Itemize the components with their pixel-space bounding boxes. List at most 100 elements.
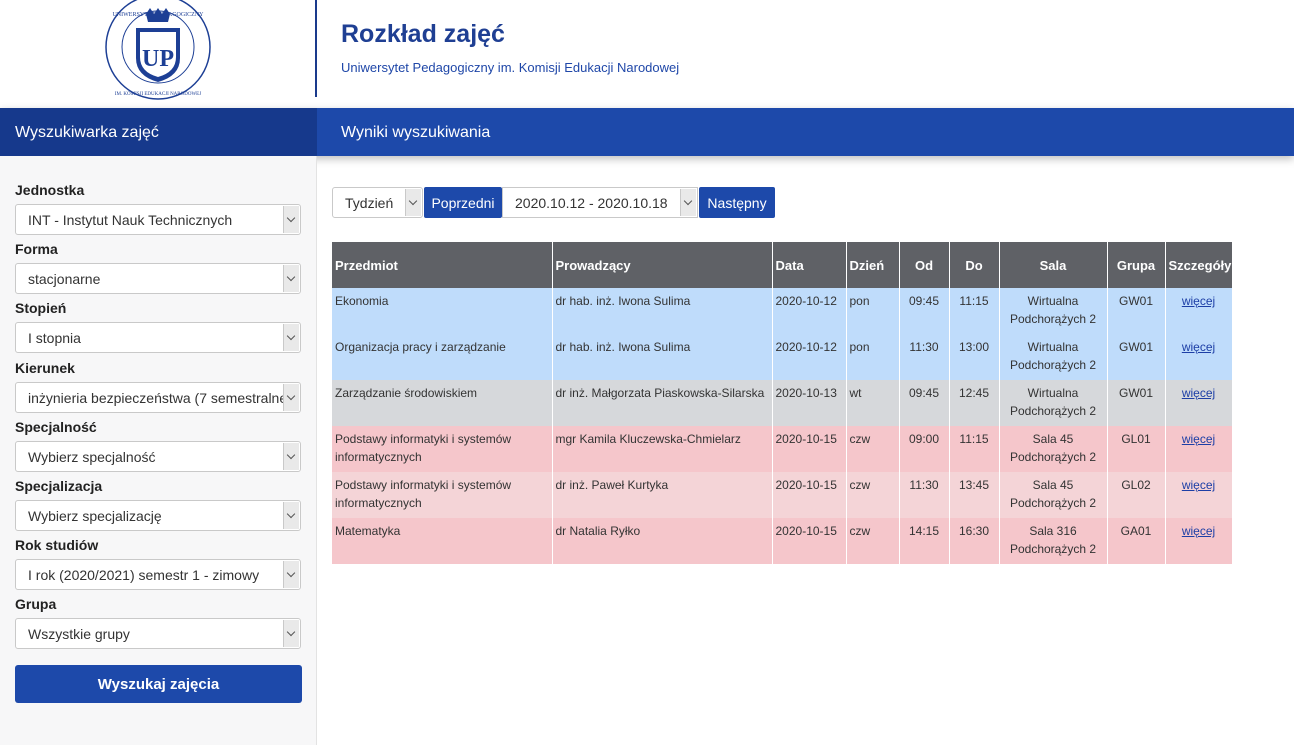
cell-teacher: dr hab. inż. Iwona Sulima	[552, 334, 773, 380]
chevron-down-icon	[283, 561, 299, 588]
col-header-dzien[interactable]: Dzień	[846, 242, 900, 288]
label-forma: Forma	[15, 241, 58, 257]
cell-day: pon	[846, 288, 900, 334]
select-value: Tydzień	[345, 195, 394, 211]
cell-start: 11:30	[899, 334, 950, 380]
page-subtitle: Uniwersytet Pedagogiczny im. Komisji Edu…	[341, 60, 680, 75]
cell-group: GW01	[1107, 288, 1166, 334]
select-forma[interactable]: stacjonarne	[15, 263, 301, 294]
cell-room: Wirtualna Podchorążych 2	[999, 334, 1108, 380]
select-kierunek[interactable]: inżynieria bezpieczeństwa (7 semestralne…	[15, 382, 301, 413]
table-header-row: Przedmiot Prowadzący Data Dzień Od Do Sa…	[332, 242, 1233, 288]
page-header: UNIWERSYTET PEDAGOGICZNY IM. KOMISJI EDU…	[0, 0, 1294, 108]
cell-room: Wirtualna Podchorążych 2	[999, 380, 1108, 426]
col-header-przedmiot[interactable]: Przedmiot	[332, 242, 553, 288]
chevron-down-icon	[405, 189, 421, 216]
details-link[interactable]: więcej	[1181, 432, 1216, 446]
cell-start: 11:30	[899, 472, 950, 518]
cell-date: 2020-10-15	[772, 472, 847, 518]
details-link[interactable]: więcej	[1181, 340, 1216, 354]
cell-day: pon	[846, 334, 900, 380]
col-header-do[interactable]: Do	[949, 242, 1000, 288]
cell-end: 13:45	[949, 472, 1000, 518]
col-header-sala[interactable]: Sala	[999, 242, 1108, 288]
table-row: Matematyka dr Natalia Ryłko 2020-10-15 c…	[332, 518, 1233, 564]
cell-date: 2020-10-15	[772, 518, 847, 564]
search-panel-title: Wyszukiwarka zajęć	[15, 124, 159, 141]
page-title: Rozkład zajęć	[341, 20, 505, 48]
select-specjalizacja[interactable]: Wybierz specjalizację	[15, 500, 301, 531]
cell-group: GL02	[1107, 472, 1166, 518]
label-kierunek: Kierunek	[15, 360, 75, 376]
cell-end: 13:00	[949, 334, 1000, 380]
chevron-down-icon	[283, 443, 299, 470]
svg-text:UP: UP	[142, 46, 174, 72]
table-row: Podstawy informatyki i systemów informat…	[332, 472, 1233, 518]
next-week-button[interactable]: Następny	[699, 187, 775, 218]
select-grupa[interactable]: Wszystkie grupy	[15, 618, 301, 649]
col-header-od[interactable]: Od	[899, 242, 950, 288]
search-button[interactable]: Wyszukaj zajęcia	[15, 665, 302, 703]
cell-details: więcej	[1165, 426, 1233, 472]
select-week-range[interactable]: 2020.10.12 - 2020.10.18	[502, 187, 698, 218]
cell-details: więcej	[1165, 518, 1233, 564]
select-stopien[interactable]: I stopnia	[15, 322, 301, 353]
cell-end: 12:45	[949, 380, 1000, 426]
previous-week-button[interactable]: Poprzedni	[424, 187, 502, 218]
header-divider	[315, 0, 317, 97]
search-panel-header: Wyszukiwarka zajęć	[0, 108, 317, 156]
chevron-down-icon	[283, 384, 299, 411]
details-link[interactable]: więcej	[1181, 294, 1216, 308]
select-period-type[interactable]: Tydzień	[332, 187, 423, 218]
select-value: Wybierz specjalność	[28, 449, 156, 465]
navbar: Wyszukiwarka zajęć Wyniki wyszukiwania	[0, 108, 1294, 156]
col-header-data[interactable]: Data	[772, 242, 847, 288]
col-header-grupa[interactable]: Grupa	[1107, 242, 1166, 288]
cell-start: 09:00	[899, 426, 950, 472]
cell-subject: Matematyka	[332, 518, 553, 564]
select-rok-studiow[interactable]: I rok (2020/2021) semestr 1 - zimowy	[15, 559, 301, 590]
cell-day: czw	[846, 472, 900, 518]
select-specjalnosc[interactable]: Wybierz specjalność	[15, 441, 301, 472]
cell-start: 09:45	[899, 288, 950, 334]
cell-end: 11:15	[949, 288, 1000, 334]
cell-date: 2020-10-15	[772, 426, 847, 472]
cell-subject: Podstawy informatyki i systemów informat…	[332, 426, 553, 472]
cell-start: 14:15	[899, 518, 950, 564]
results-header: Wyniki wyszukiwania	[317, 108, 1294, 156]
cell-details: więcej	[1165, 334, 1233, 380]
cell-group: GW01	[1107, 380, 1166, 426]
details-link[interactable]: więcej	[1181, 478, 1216, 492]
cell-end: 11:15	[949, 426, 1000, 472]
cell-start: 09:45	[899, 380, 950, 426]
select-value: Wszystkie grupy	[28, 626, 130, 642]
cell-date: 2020-10-13	[772, 380, 847, 426]
label-stopien: Stopień	[15, 300, 67, 316]
search-sidebar: Jednostka INT - Instytut Nauk Techniczny…	[0, 156, 317, 745]
table-row: Ekonomia dr hab. inż. Iwona Sulima 2020-…	[332, 288, 1233, 334]
select-value: Wybierz specjalizację	[28, 508, 162, 524]
cell-group: GW01	[1107, 334, 1166, 380]
chevron-down-icon	[283, 324, 299, 351]
details-link[interactable]: więcej	[1181, 386, 1216, 400]
cell-group: GA01	[1107, 518, 1166, 564]
col-header-prowadzacy[interactable]: Prowadzący	[552, 242, 773, 288]
results-title: Wyniki wyszukiwania	[341, 124, 491, 141]
cell-details: więcej	[1165, 380, 1233, 426]
select-jednostka[interactable]: INT - Instytut Nauk Technicznych	[15, 204, 301, 235]
results-table: Przedmiot Prowadzący Data Dzień Od Do Sa…	[332, 242, 1233, 564]
chevron-down-icon	[283, 265, 299, 292]
university-logo[interactable]: UNIWERSYTET PEDAGOGICZNY IM. KOMISJI EDU…	[0, 0, 316, 100]
cell-subject: Zarządzanie środowiskiem	[332, 380, 553, 426]
cell-details: więcej	[1165, 472, 1233, 518]
col-header-szczegoly[interactable]: Szczegóły	[1165, 242, 1233, 288]
label-grupa: Grupa	[15, 596, 57, 612]
table-row: Zarządzanie środowiskiem dr inż. Małgorz…	[332, 380, 1233, 426]
university-crest-icon: UNIWERSYTET PEDAGOGICZNY IM. KOMISJI EDU…	[105, 0, 211, 100]
select-value: 2020.10.12 - 2020.10.18	[515, 195, 668, 211]
chevron-down-icon	[283, 502, 299, 529]
details-link[interactable]: więcej	[1181, 524, 1216, 538]
cell-teacher: dr hab. inż. Iwona Sulima	[552, 288, 773, 334]
select-value: I stopnia	[28, 330, 81, 346]
cell-day: czw	[846, 518, 900, 564]
